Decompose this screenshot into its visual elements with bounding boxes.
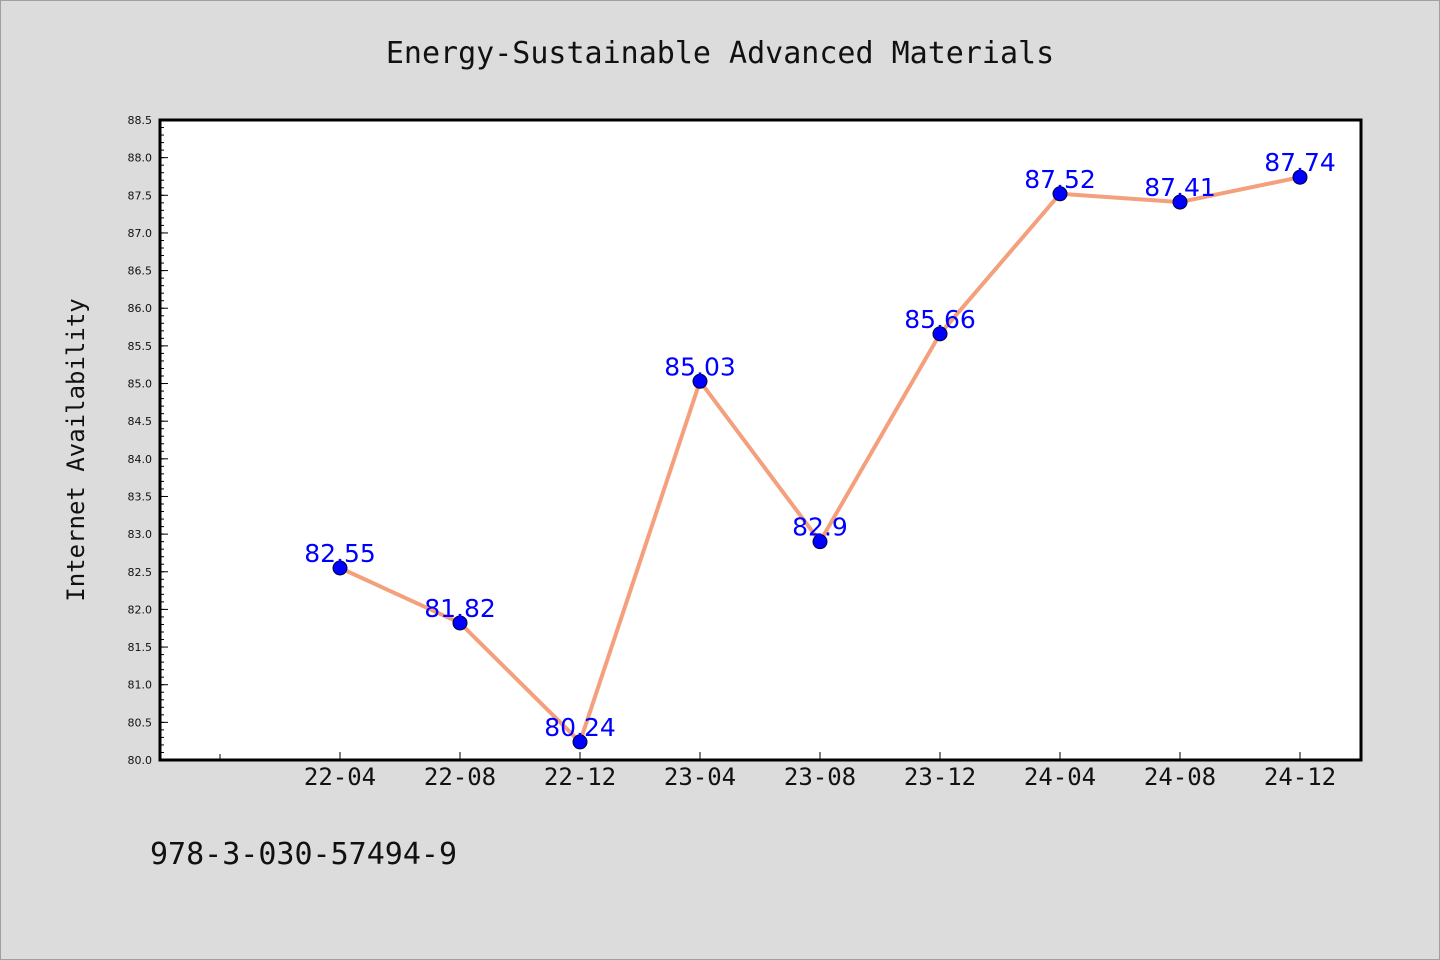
y-tick-label: 84.0 xyxy=(128,453,153,466)
y-tick-label: 82.5 xyxy=(128,566,153,579)
chart-title: Energy-Sustainable Advanced Materials xyxy=(386,36,1054,71)
data-point xyxy=(812,534,828,550)
y-tick-label: 83.5 xyxy=(128,490,153,503)
data-label: 85.03 xyxy=(664,352,736,381)
x-axis: 22-04 22-08 22-12 23-04 23-08 23-12 24-04 24-08… xyxy=(219,752,1336,791)
y-tick-label: 85.5 xyxy=(128,340,153,353)
y-tick-label: 86.0 xyxy=(128,302,153,315)
y-tick-label: 87.0 xyxy=(128,227,153,240)
y-tick-label: 81.0 xyxy=(128,679,153,692)
series-layer: 82.55 81.82 80.24 85.03 82.9 85.66 87.52 87.41 8… xyxy=(304,148,1336,750)
data-label: 85.66 xyxy=(904,305,976,334)
x-tick-label: 23-04 xyxy=(664,763,736,791)
data-point xyxy=(572,734,588,750)
data-point xyxy=(1292,169,1308,185)
y-tick-label: 80.0 xyxy=(128,754,153,767)
data-point xyxy=(332,560,348,576)
data-point xyxy=(932,326,948,342)
y-tick-label: 81.5 xyxy=(128,641,153,654)
data-label: 87.74 xyxy=(1264,148,1336,177)
y-axis-label: Internet Availability xyxy=(62,298,90,601)
data-label: 80.24 xyxy=(544,713,616,742)
y-axis: 80.0 80.5 81.0 81.5 82.0 82.5 83.0 83.5 84.0 84.5… xyxy=(128,114,168,767)
y-tick-label: 80.5 xyxy=(128,716,153,729)
x-tick-label: 24-12 xyxy=(1264,763,1336,791)
data-label: 82.9 xyxy=(792,513,848,542)
y-tick-label: 88.0 xyxy=(128,152,153,165)
y-tick-label: 86.5 xyxy=(128,265,153,278)
y-tick-label: 82.0 xyxy=(128,603,153,616)
x-tick-label: 23-08 xyxy=(784,763,856,791)
x-tick-label: 22-08 xyxy=(424,763,496,791)
data-label: 87.52 xyxy=(1024,165,1096,194)
data-point xyxy=(692,373,708,389)
isbn-text: 978-3-030-57494-9 xyxy=(150,837,457,872)
y-tick-label: 85.0 xyxy=(128,378,153,391)
x-tick-label: 24-04 xyxy=(1024,763,1096,791)
y-tick-label: 87.5 xyxy=(128,189,153,202)
y-tick-label: 84.5 xyxy=(128,415,153,428)
data-label: 82.55 xyxy=(304,539,376,568)
data-point xyxy=(452,615,468,631)
data-point xyxy=(1172,194,1188,210)
data-label: 81.82 xyxy=(424,594,496,623)
data-point xyxy=(1052,186,1068,202)
y-tick-label: 83.0 xyxy=(128,528,153,541)
x-tick-label: 23-12 xyxy=(904,763,976,791)
data-label: 87.41 xyxy=(1144,173,1216,202)
x-tick-label: 22-12 xyxy=(544,763,616,791)
y-tick-label: 88.5 xyxy=(128,114,153,127)
plot-area xyxy=(158,118,1363,762)
x-tick-label: 24-08 xyxy=(1144,763,1216,791)
x-tick-label: 22-04 xyxy=(304,763,376,791)
